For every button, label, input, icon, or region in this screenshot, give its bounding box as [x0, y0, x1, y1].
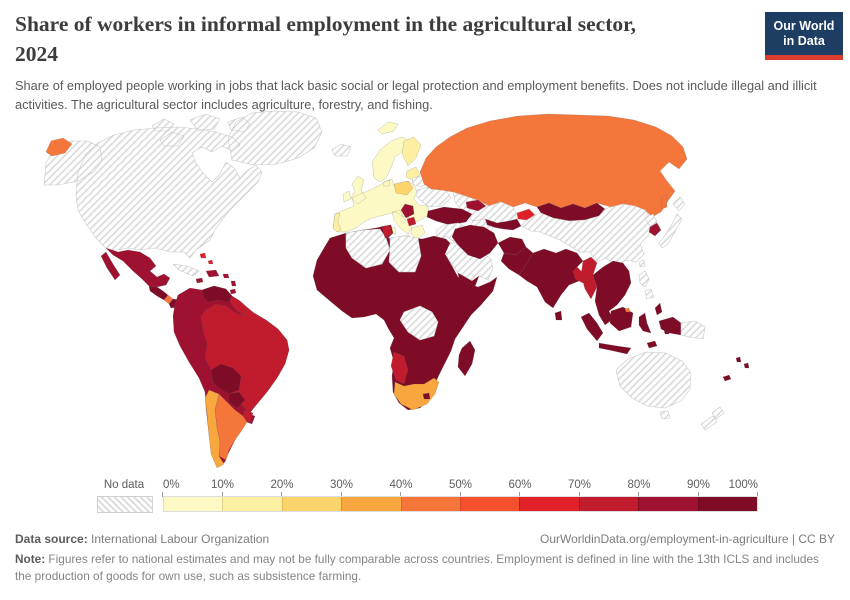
footer-citation-link[interactable]: OurWorldinData.org/employment-in-agricul… [539, 532, 835, 546]
legend-bin-90-100%[interactable] [697, 497, 758, 511]
legend-bin-40-50%[interactable] [400, 497, 461, 511]
map-region-north-korea[interactable]: North Korea — No data [644, 213, 658, 228]
map-region-indochina[interactable]: Thailand, Laos, Vietnam, Cambodia & Mala… [592, 260, 632, 326]
legend-no-data-label: No data [103, 479, 145, 491]
map-region-taiwan[interactable]: Taiwan — No data [638, 259, 646, 268]
legend-bin-60-70%[interactable] [519, 497, 579, 511]
legend-no-data-swatch[interactable] [97, 496, 153, 513]
map-region-lesotho[interactable]: Lesotho — 90-100% [422, 392, 431, 400]
legend-tick-mark [400, 492, 401, 497]
legend-bin-20-30%[interactable] [281, 497, 342, 511]
chart-subtitle: Share of employed people working in jobs… [15, 78, 817, 112]
map-region-algeria[interactable]: Algeria — No data [345, 228, 391, 269]
legend-tick-label-90%: 90% [686, 479, 711, 491]
legend-tick-mark [519, 492, 520, 497]
legend-tick-mark [162, 492, 163, 497]
page-title: Share of workers in informal employment … [15, 12, 637, 66]
map-region-central-america[interactable]: Guatemala, Honduras & Nicaragua — 90-100… [148, 285, 169, 301]
map-region-mexico[interactable]: Mexico — 80-90% [100, 247, 171, 288]
legend-tick-mark [638, 492, 639, 497]
map-region-tunisia[interactable]: Tunisia — 70-80% [381, 224, 393, 239]
legend-tick-label-60%: 60% [508, 479, 532, 491]
map-region-caribbean[interactable]: Haiti, Dominican Republic & Caribbean is… [195, 269, 237, 295]
map-region-bahamas[interactable]: Bahamas — 60-70% [199, 252, 214, 265]
map-region-svalbard[interactable]: Svalbard (Norway) — 0-10% [377, 121, 399, 135]
legend-tick-label-0%: 0% [163, 479, 180, 491]
data-source-label: Data source: [15, 532, 88, 546]
legend-ticks: 0% 10% 20% 30% 40% 50% 60% 70% 80% 90% 100% [162, 479, 758, 497]
legend-tick-label-100%: 100% [728, 479, 758, 491]
map-region-caucasus[interactable]: Georgia, Armenia & Azerbaijan — 80-90% [465, 199, 487, 212]
legend-bin-50-60%[interactable] [460, 497, 520, 511]
map-region-australia[interactable]: Australia — No data [615, 351, 692, 420]
footer-source-row: Data source: International Labour Organi… [15, 531, 835, 547]
legend-tick-mark [757, 492, 758, 497]
legend-tick-label-50%: 50% [448, 479, 473, 491]
legend-tick-label-40%: 40% [389, 479, 413, 491]
map-region-dr-congo[interactable]: Democratic Republic of Congo — No data [399, 305, 439, 341]
map-region-portugal[interactable]: Portugal — 10-20% [332, 212, 342, 233]
map-region-iran[interactable]: Iran — 90-100% [451, 224, 499, 260]
map-region-bolivia[interactable]: Bolivia — 90-100% [210, 363, 242, 395]
map-region-chile[interactable]: Chile — 30-40% [204, 389, 225, 469]
legend-tick-label-10%: 10% [210, 479, 235, 491]
legend-tick-mark [578, 492, 580, 497]
legend-bin-30-40%[interactable] [341, 497, 401, 511]
footer-note: Note: Figures refer to national estimate… [15, 552, 819, 583]
map-region-new-zealand[interactable]: New Zealand — No data [700, 406, 725, 431]
map-region-venezuela[interactable]: Venezuela — 90-100% [201, 285, 233, 303]
map-region-china[interactable]: China — No data [520, 203, 655, 267]
map-region-south-korea[interactable]: South Korea — 80-90% [648, 222, 662, 237]
map-region-poland[interactable]: Poland — 20-30% [393, 180, 414, 196]
map-region-south-africa[interactable]: South Africa — 30-40% [393, 377, 440, 411]
legend-bin-10-20%[interactable] [222, 497, 282, 511]
legend-tick-mark [459, 492, 461, 497]
data-source-text: Data source: International Labour Organi… [15, 532, 270, 546]
map-region-pacific-islands[interactable]: Fiji, Vanuatu & New Caledonia — 90-100% [722, 356, 750, 382]
world-map-container: United States, Canada & Greenland — No d… [0, 110, 850, 478]
map-region-brunei[interactable]: Brunei — 40-50% [624, 307, 631, 313]
map-region-albania-macedonia[interactable]: Albania & North Macedonia — 70-80% [406, 216, 417, 227]
map-region-japan[interactable]: Japan — No data [658, 196, 686, 249]
map-region-philippines[interactable]: Philippines — No data [638, 270, 655, 300]
map-region-usa-canada[interactable]: United States, Canada & Greenland — No d… [43, 110, 323, 259]
legend-tick-mark [221, 492, 223, 497]
map-region-libya[interactable]: Libya — No data [388, 235, 422, 273]
legend-tick-mark [697, 492, 699, 497]
map-region-russia-far-east[interactable]: Russia (Chukotka) — 40-50% [45, 137, 73, 157]
world-map[interactable]: United States, Canada & Greenland — No d… [0, 110, 850, 478]
legend-tick-mark [281, 492, 282, 497]
map-region-sri-lanka[interactable]: Sri Lanka — 90-100% [554, 310, 563, 321]
map-region-finland[interactable]: Finland — 10-20% [401, 136, 422, 167]
legend-bin-0-10%[interactable] [164, 497, 223, 511]
map-legend: No data 0% 10% 20% 30% 40% 50% 60% 70% 80% 90% 100… [0, 478, 850, 518]
map-region-paraguay[interactable]: Paraguay — 90-100% [228, 391, 246, 409]
map-region-iceland[interactable]: Iceland — No data [331, 143, 352, 157]
legend-color-bar [163, 496, 758, 512]
map-region-turkey[interactable]: Turkey — 90-100% [426, 206, 473, 226]
legend-tick-label-20%: 20% [270, 479, 294, 491]
owid-logo[interactable]: Our World in Data [765, 12, 843, 60]
legend-tick-label-30%: 30% [329, 479, 354, 491]
footer-note-label: Note: [15, 552, 46, 566]
legend-bin-80-90%[interactable] [638, 497, 698, 511]
map-region-cuba[interactable]: Cuba — No data [172, 263, 200, 277]
map-region-papua-new-guinea[interactable]: Papua New Guinea — No data [680, 320, 706, 340]
legend-bin-70-80%[interactable] [578, 497, 639, 511]
legend-tick-mark [340, 492, 342, 497]
owid-logo-line2: in Data [783, 34, 825, 48]
legend-tick-label-80%: 80% [627, 479, 651, 491]
owid-logo-line1: Our World [773, 19, 835, 33]
map-region-serbia[interactable]: Serbia — 80-90% [400, 203, 415, 219]
map-region-namibia[interactable]: Namibia — 70-80% [390, 351, 409, 385]
legend-tick-label-70%: 70% [567, 479, 592, 491]
map-region-indonesia[interactable]: Indonesia — 90-100% [580, 302, 682, 355]
